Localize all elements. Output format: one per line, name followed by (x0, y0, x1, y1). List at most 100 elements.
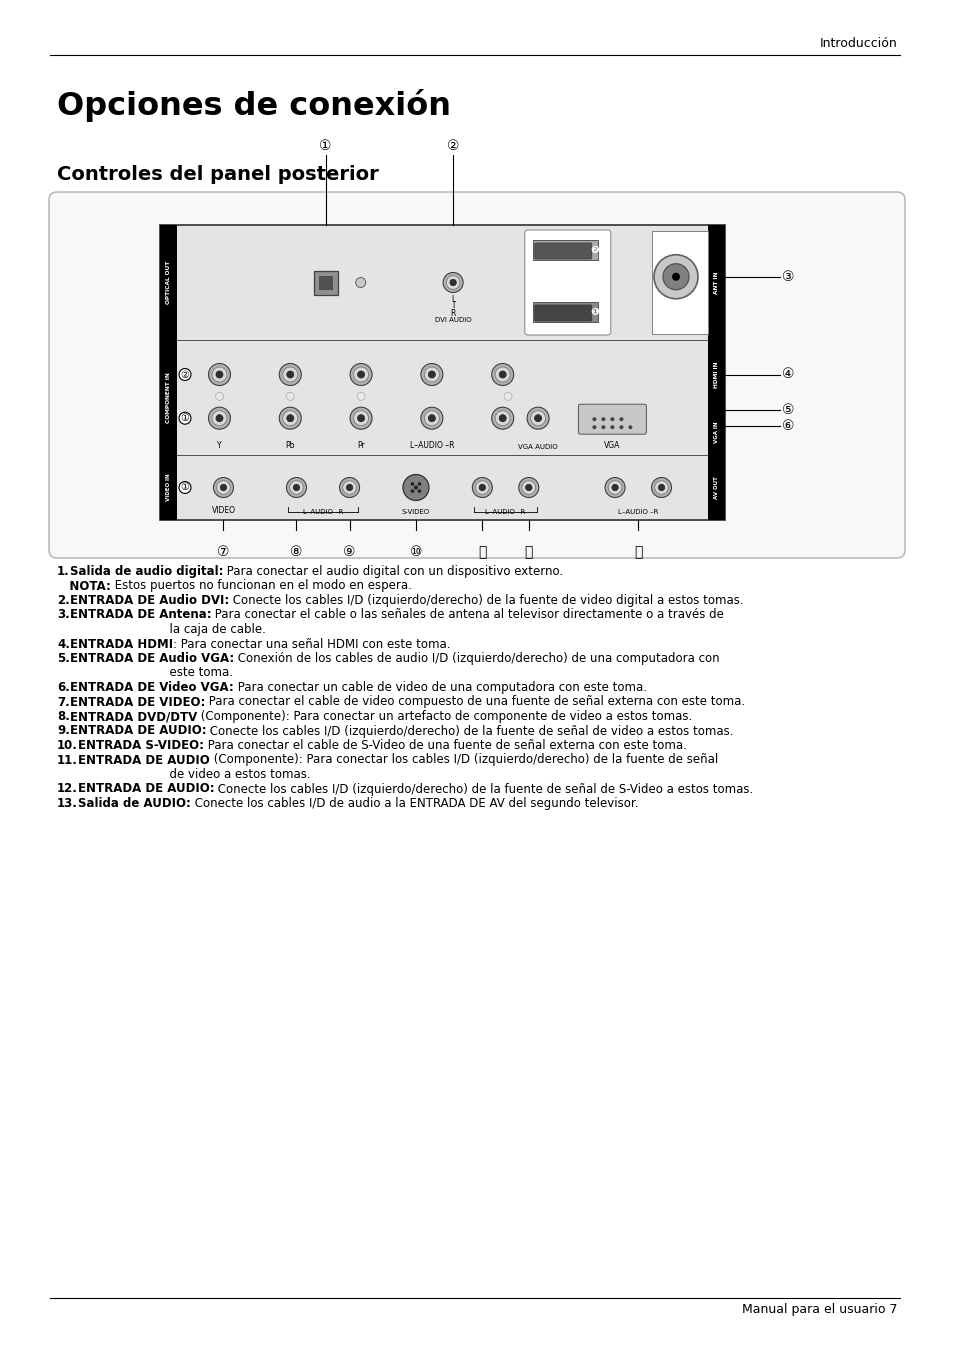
Circle shape (472, 478, 492, 498)
Text: HDMI IN: HDMI IN (713, 362, 719, 387)
Text: L–AUDIO –R: L–AUDIO –R (302, 509, 343, 514)
Circle shape (428, 414, 435, 421)
Text: ①: ① (319, 139, 332, 153)
Text: VIDEO: VIDEO (212, 506, 235, 514)
Text: ⑨: ⑨ (343, 545, 355, 559)
Text: ⑤: ⑤ (781, 404, 794, 417)
Circle shape (658, 485, 664, 490)
Circle shape (350, 408, 372, 429)
Text: ENTRADA DE Audio DVI:: ENTRADA DE Audio DVI: (70, 594, 229, 608)
Text: Para conectar un cable de video de una computadora con este toma.: Para conectar un cable de video de una c… (233, 680, 646, 694)
Circle shape (286, 393, 294, 401)
Circle shape (417, 489, 421, 493)
Text: Salida de audio digital:: Salida de audio digital: (70, 566, 223, 578)
Bar (707, 225, 724, 340)
Circle shape (428, 371, 435, 378)
Circle shape (215, 371, 223, 378)
Circle shape (654, 255, 698, 298)
Text: este toma.: este toma. (57, 667, 233, 679)
Text: Pr: Pr (356, 441, 365, 450)
Text: L–AUDIO –R: L–AUDIO –R (485, 509, 525, 514)
Bar (160, 225, 177, 340)
Circle shape (618, 425, 622, 429)
Bar (160, 340, 177, 455)
Text: AV OUT: AV OUT (713, 477, 719, 500)
Circle shape (610, 425, 614, 429)
Circle shape (282, 367, 297, 382)
Bar (707, 340, 724, 409)
Circle shape (293, 485, 299, 490)
Circle shape (498, 371, 506, 378)
Circle shape (530, 410, 545, 425)
Text: VGA: VGA (603, 441, 620, 450)
Text: ENTRADA DE VIDEO:: ENTRADA DE VIDEO: (70, 695, 205, 709)
Circle shape (212, 410, 227, 425)
Text: DVI AUDIO: DVI AUDIO (435, 317, 471, 324)
Text: ENTRADA DE AUDIO:: ENTRADA DE AUDIO: (70, 725, 206, 737)
Circle shape (290, 481, 303, 494)
Circle shape (209, 363, 231, 386)
Circle shape (212, 367, 227, 382)
Circle shape (417, 482, 421, 486)
Circle shape (450, 279, 456, 286)
Text: VIDEO IN: VIDEO IN (166, 474, 171, 501)
Circle shape (286, 478, 306, 498)
Circle shape (402, 474, 429, 501)
Bar (707, 409, 724, 455)
Text: ⑦: ⑦ (217, 545, 230, 559)
Circle shape (357, 371, 364, 378)
Text: ①: ① (180, 413, 190, 423)
Text: COMPONENT IN: COMPONENT IN (166, 373, 171, 423)
Circle shape (213, 478, 233, 498)
Circle shape (608, 481, 621, 494)
Circle shape (339, 478, 359, 498)
Bar (707, 455, 724, 520)
Bar (160, 455, 177, 520)
Bar (160, 225, 724, 520)
Text: ③: ③ (781, 270, 794, 284)
Text: Salida de AUDIO:: Salida de AUDIO: (78, 796, 191, 810)
Circle shape (287, 371, 294, 378)
Circle shape (356, 393, 365, 401)
Circle shape (592, 417, 596, 421)
Text: 7.: 7. (57, 695, 70, 709)
Circle shape (478, 485, 485, 490)
Circle shape (215, 414, 223, 421)
Text: ⑩: ⑩ (409, 545, 422, 559)
Text: 8.: 8. (57, 710, 70, 724)
FancyBboxPatch shape (578, 404, 646, 435)
Circle shape (414, 486, 417, 490)
Circle shape (671, 273, 679, 281)
Circle shape (282, 410, 297, 425)
Text: 1.: 1. (57, 566, 70, 578)
Circle shape (475, 481, 489, 494)
Text: Para conectar el cable o las señales de antena al televisor directamente o a tra: Para conectar el cable o las señales de … (212, 609, 723, 621)
Text: 11.: 11. (57, 753, 78, 767)
Text: 3.: 3. (57, 609, 70, 621)
Circle shape (446, 275, 459, 289)
Text: R: R (450, 309, 456, 317)
Text: OPTICAL OUT: OPTICAL OUT (166, 261, 171, 304)
Text: VGA IN: VGA IN (713, 421, 719, 443)
Text: ②: ② (446, 139, 459, 153)
Text: ⑥: ⑥ (781, 420, 794, 433)
Text: L–AUDIO –R: L–AUDIO –R (618, 509, 658, 514)
Circle shape (357, 414, 364, 421)
Circle shape (604, 478, 624, 498)
Text: ②: ② (180, 370, 190, 379)
Circle shape (354, 367, 368, 382)
Circle shape (521, 481, 535, 494)
Text: ⑫: ⑫ (524, 545, 533, 559)
Text: ANT IN: ANT IN (713, 271, 719, 294)
Text: la caja de cable.: la caja de cable. (57, 622, 266, 636)
Circle shape (350, 363, 372, 386)
Circle shape (628, 425, 632, 429)
Circle shape (600, 425, 605, 429)
Text: ENTRADA DE AUDIO: ENTRADA DE AUDIO (78, 753, 210, 767)
Text: ❶: ❶ (590, 306, 598, 317)
Text: Manual para el usuario 7: Manual para el usuario 7 (741, 1303, 897, 1316)
FancyBboxPatch shape (535, 305, 591, 321)
Circle shape (611, 485, 618, 490)
Text: 6.: 6. (57, 680, 70, 694)
Circle shape (209, 408, 231, 429)
